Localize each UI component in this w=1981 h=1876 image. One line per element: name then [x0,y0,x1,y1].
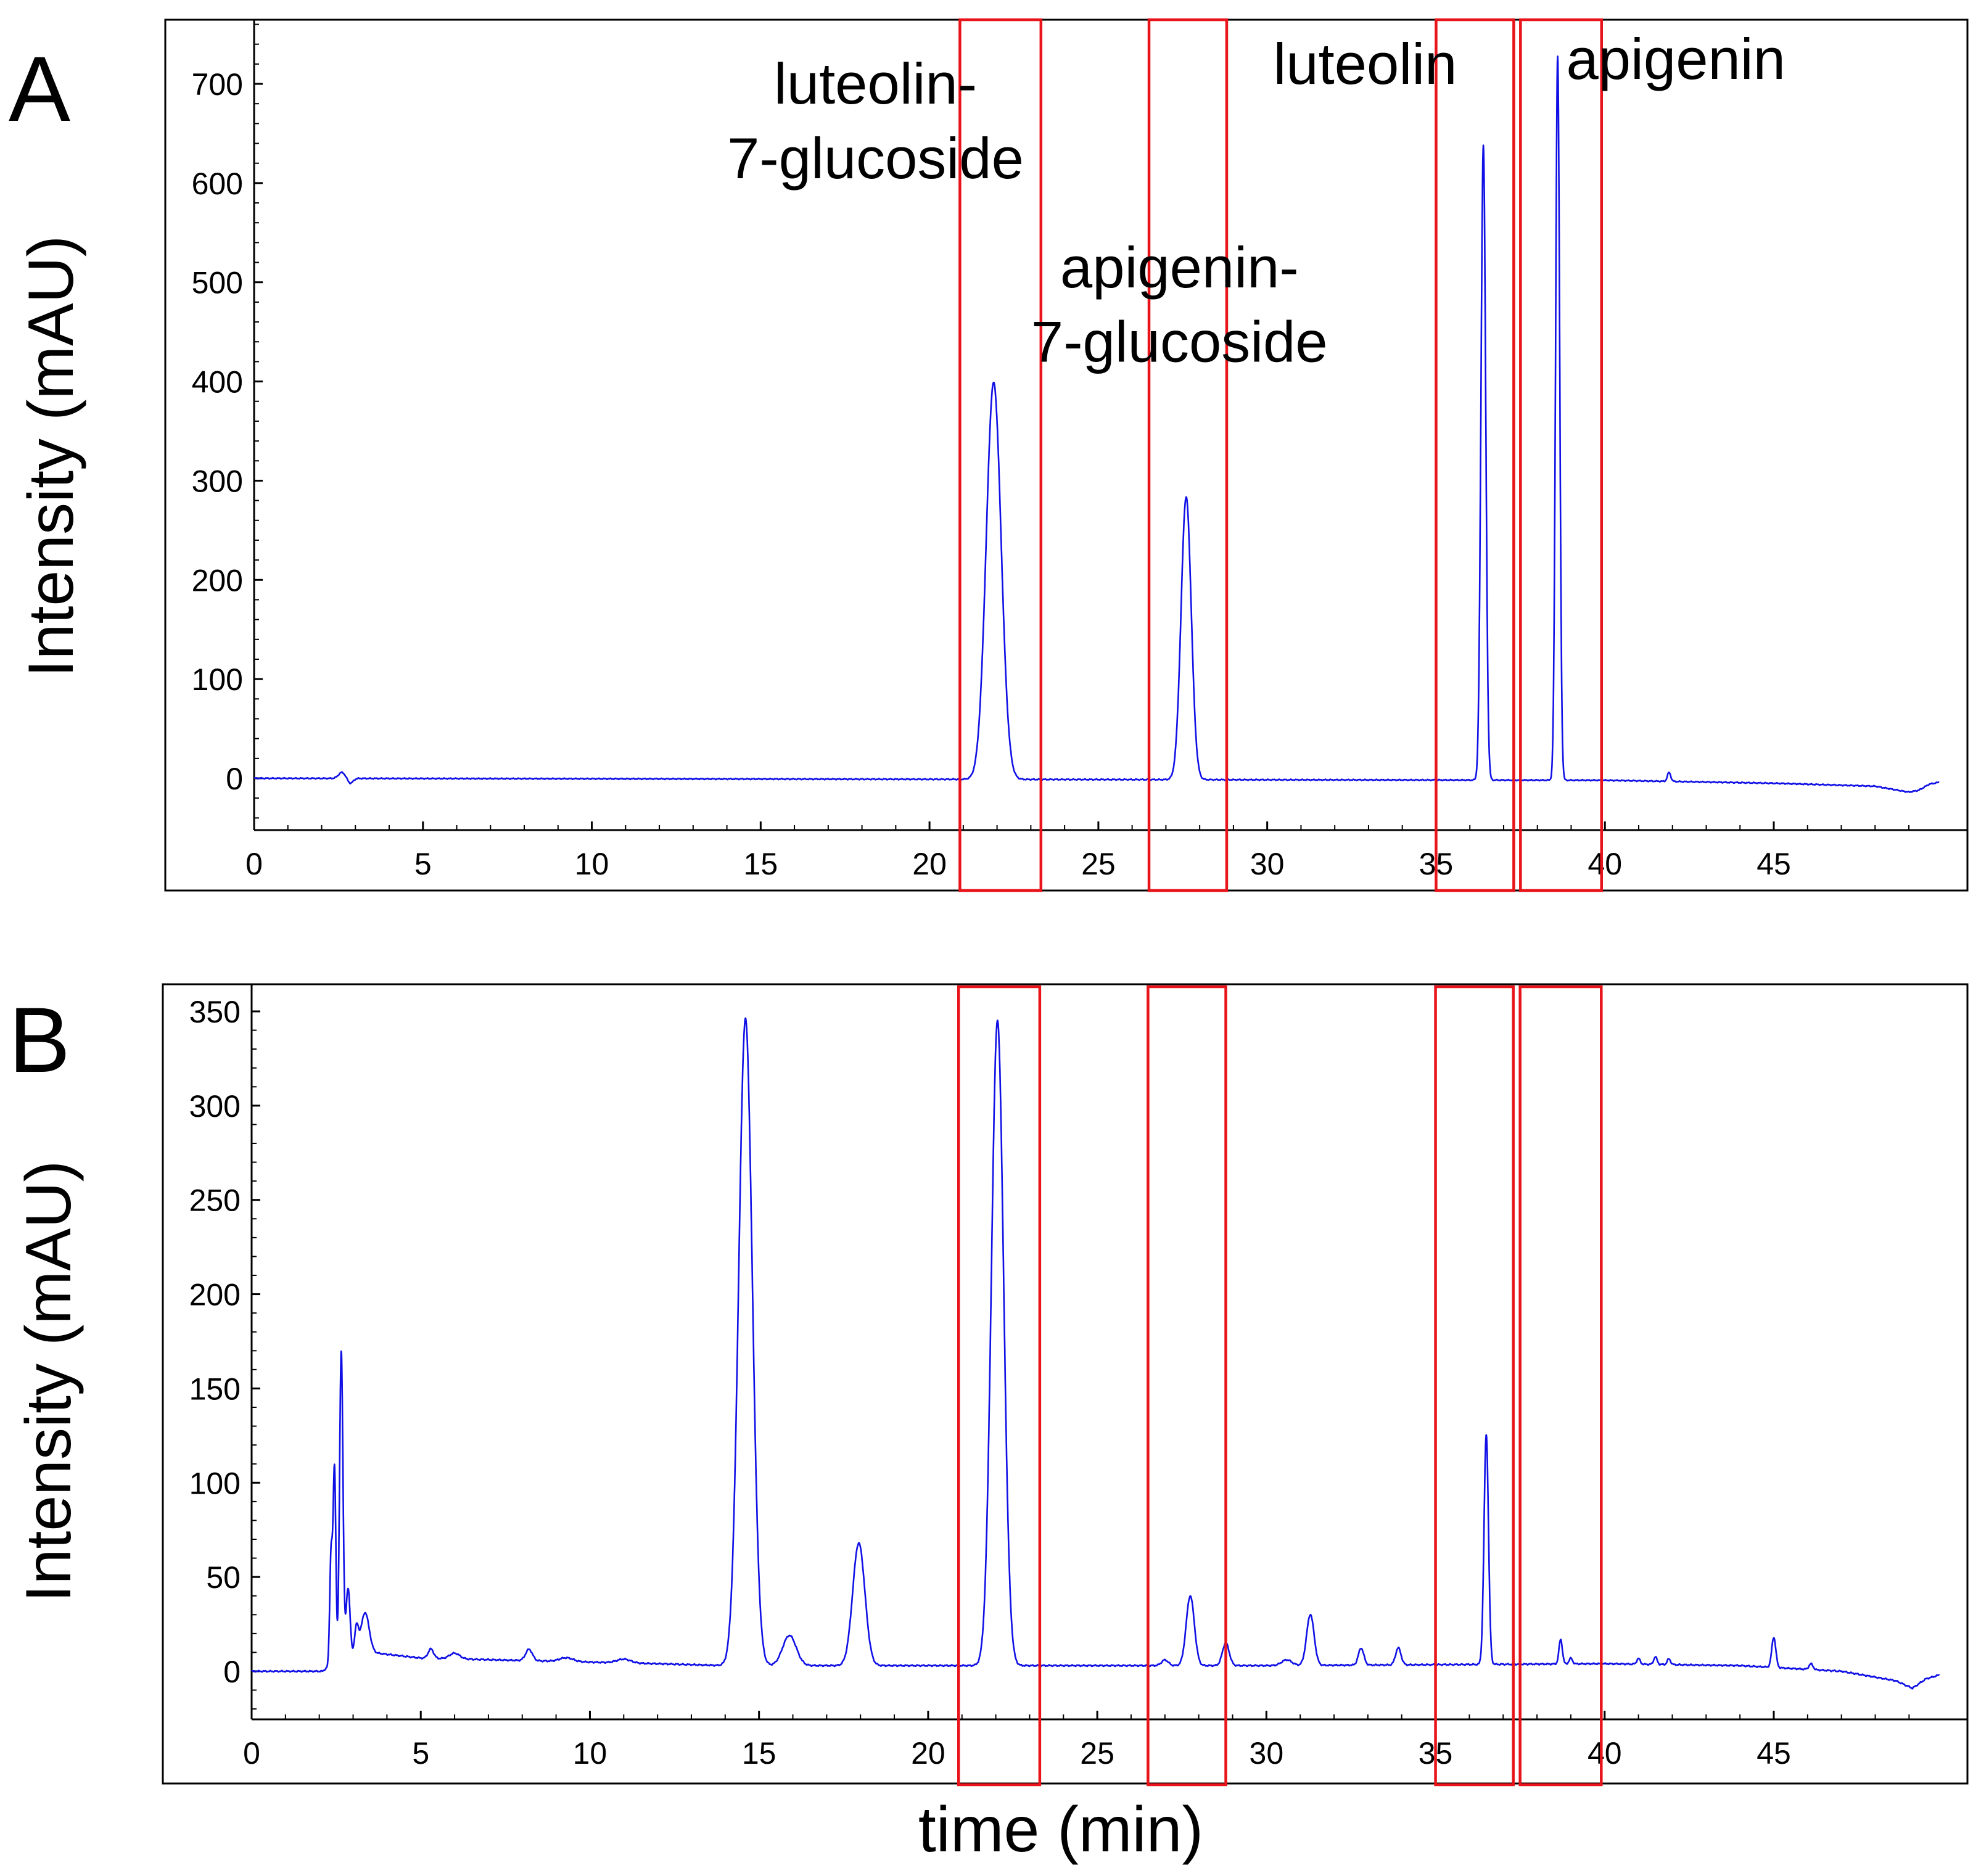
panel-a-y-tick-label: 700 [192,67,243,102]
panel-a-x-tick-label: 45 [1757,847,1791,881]
panel-a-peak-label: apigenin [1566,27,1785,91]
panel-a-peak-label: 7-glucoside [1031,309,1328,374]
panel-b-x-tick-label: 20 [911,1736,945,1771]
panel-a-peak-annotations: luteolin- 7-glucoside apigenin- 7-glucoside… [727,27,1785,374]
panel-a-peak-label: luteolin- [774,51,977,116]
panel-a-x-tick-label: 40 [1588,847,1622,881]
panel-a-x-tick-label: 20 [912,847,947,881]
panel-b-frame [162,983,1969,1785]
panel-b-highlight-box-2 [1147,985,1227,1787]
panel-a-chromatogram-trace [253,56,1940,793]
panel-b-x-tick-label: 40 [1588,1736,1622,1771]
panel-a-letter: A [9,37,70,141]
panel-a-x-tick-label: 10 [575,847,609,881]
panel-a-peak-label: 7-glucoside [727,126,1024,191]
panel-b-x-tick-label: 0 [243,1736,260,1771]
panel-b-letter: B [9,988,70,1092]
panel-a-highlight-box-3 [1435,18,1515,892]
panel-a-y-tick-label: 200 [192,563,243,598]
panel-b-y-tick-label: 150 [189,1372,241,1406]
panel-a-y-tick-label: 500 [192,266,243,300]
panel-a-y-tick-label: 300 [192,464,243,498]
panel-b-chromatogram-trace [251,1017,1940,1690]
panel-b-y-tick-label: 300 [189,1089,241,1124]
panel-b-x-tick-label: 30 [1250,1736,1284,1771]
panel-a: A 0 5 10 15 20 25 30 35 40 4501002003004005006007… [9,18,1969,892]
panel-a-frame [164,19,1969,892]
panel-a-peak-label: luteolin [1274,31,1457,96]
panel-a-x-tick-label: 15 [744,847,778,881]
x-axis-title: time (min) [918,1794,1203,1866]
panel-a-x-tick-label: 0 [245,847,263,881]
panel-a-highlight-boxes [958,18,1603,892]
panel-a-x-tick-label: 5 [414,847,432,881]
panel-b-y-tick-label: 0 [223,1655,241,1689]
panel-b-x-tick-label: 5 [412,1736,429,1771]
panel-b-x-tick-label: 25 [1080,1736,1114,1771]
panel-a-y-tick-label: 0 [226,762,243,796]
panel-b: B 0 5 10 15 20 25 30 35 40 4505010015020025030035… [9,983,1969,1787]
panel-a-y-axis-title: Intensity (mAU) [15,236,87,678]
panel-a-highlight-box-1 [958,18,1043,892]
panel-a-y-tick-label: 100 [192,662,243,697]
panel-b-highlight-box-1 [957,985,1042,1787]
panel-b-x-tick-label: 45 [1757,1736,1791,1771]
panel-b-highlight-boxes [957,985,1603,1787]
panel-a-highlight-box-2 [1147,18,1229,892]
panel-b-highlight-box-3 [1434,985,1515,1787]
panel-a-highlight-box-4 [1519,18,1603,892]
panel-b-y-tick-label: 50 [206,1560,241,1595]
panel-b-x-tick-label: 10 [573,1736,607,1771]
panel-a-peak-label: apigenin- [1060,235,1299,300]
panel-b-y-tick-label: 100 [189,1466,241,1500]
panel-a-x-tick-label: 25 [1081,847,1116,881]
panel-a-x-tick-label: 30 [1250,847,1285,881]
panel-b-y-tick-label: 200 [189,1278,241,1312]
panel-b-y-tick-label: 250 [189,1183,241,1218]
panel-a-y-tick-label: 600 [192,167,243,201]
panel-b-y-axis-title: Intensity (mAU) [13,1161,84,1603]
panel-b-highlight-box-4 [1518,985,1603,1787]
panel-b-y-tick-label: 350 [189,995,241,1029]
panel-b-x-tick-label: 15 [742,1736,776,1771]
panel-a-y-tick-label: 400 [192,365,243,400]
